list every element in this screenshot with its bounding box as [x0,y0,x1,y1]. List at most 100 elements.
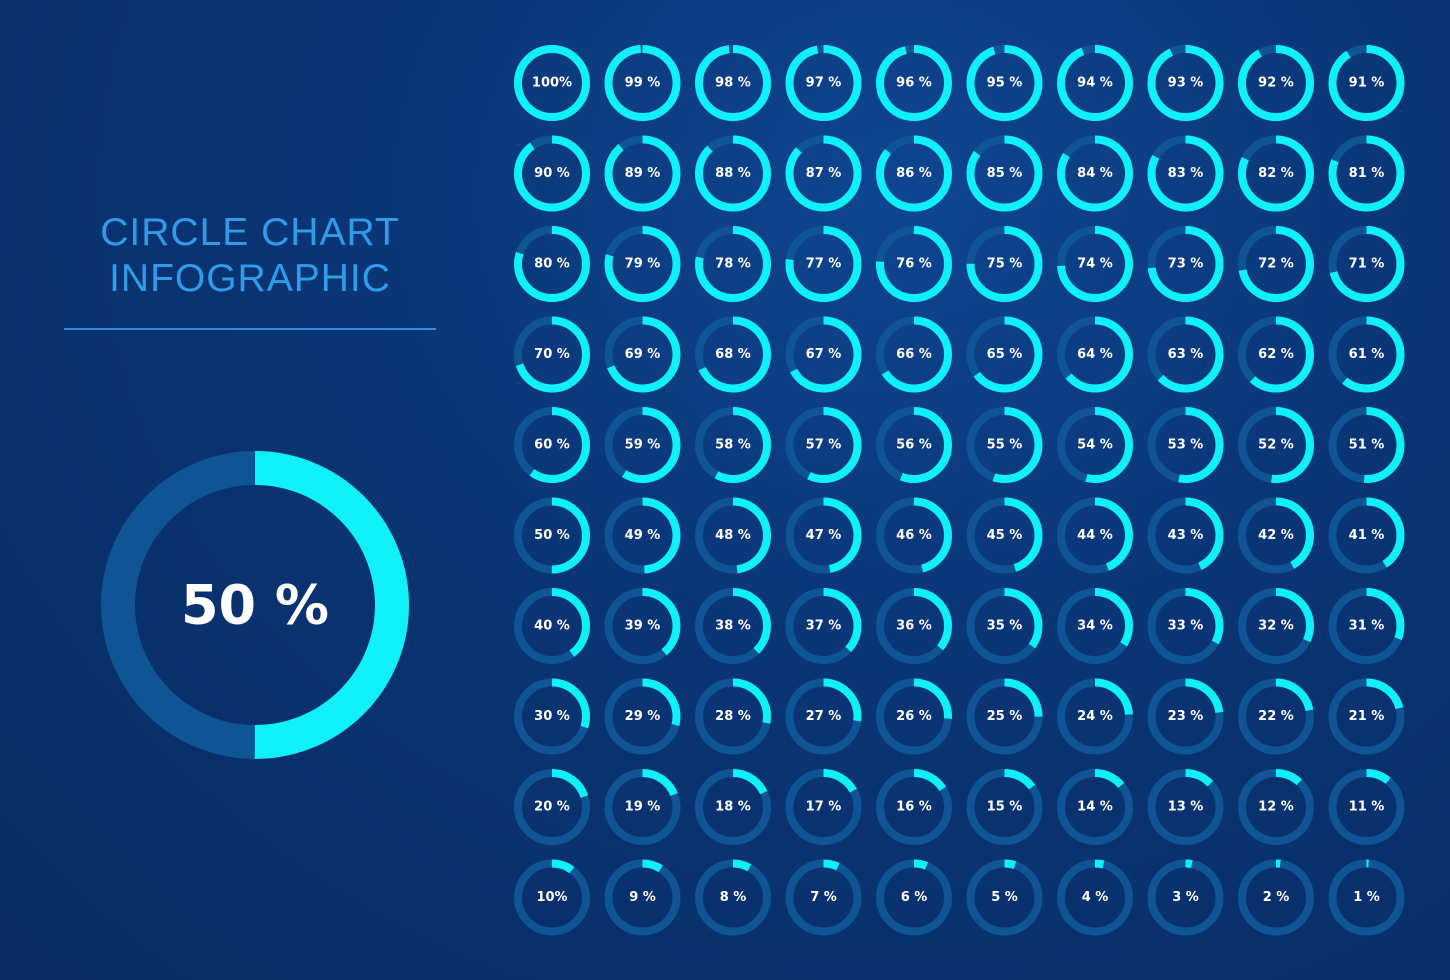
grid-18-donut: 18 % [695,769,771,845]
grid-80-label: 80 % [534,257,570,272]
grid-84-donut: 84 % [1057,135,1133,212]
grid-63-donut: 63 % [1147,316,1224,393]
grid-90-donut: 90 % [514,135,590,212]
grid-6-label: 6 % [901,890,928,905]
grid-38-label: 38 % [715,619,751,634]
grid-45-donut: 45 % [966,497,1043,574]
grid-52-donut: 52 % [1238,407,1314,483]
grid-21-arc [1328,678,1405,755]
grid-53-label: 53 % [1168,438,1204,453]
grid-100-label: 100% [532,76,572,91]
grid-33-arc [1147,588,1224,664]
grid-49-arc [604,497,681,574]
grid-8-label: 8 % [720,890,747,905]
grid-17-donut: 17 % [785,769,862,845]
grid-75-donut: 75 % [966,226,1043,302]
grid-77-arc [785,226,862,302]
grid-21-label: 21 % [1349,709,1385,724]
grid-47-arc [785,497,862,574]
grid-81-label: 81 % [1349,166,1385,181]
grid-91-donut: 91 % [1328,45,1405,121]
grid-66-arc [876,316,952,393]
grid-39-arc [604,588,681,664]
grid-56-donut: 56 % [876,407,952,483]
grid-86-donut: 86 % [876,135,952,212]
grid-8-donut: 8 % [695,859,771,936]
grid-91-label: 91 % [1349,76,1385,91]
grid-71-label: 71 % [1349,257,1385,272]
grid-84-label: 84 % [1077,166,1113,181]
grid-86-label: 86 % [896,166,932,181]
grid-57-arc [785,407,862,483]
grid-69-donut: 69 % [604,316,681,393]
grid-28-donut: 28 % [695,678,771,755]
grid-57-label: 57 % [806,438,842,453]
grid-20-label: 20 % [534,800,570,815]
grid-71-arc [1328,226,1405,302]
grid-30-label: 30 % [534,709,570,724]
grid-63-arc [1147,316,1224,393]
grid-55-donut: 55 % [966,407,1043,483]
grid-85-donut: 85 % [966,135,1043,212]
grid-65-arc [966,316,1043,393]
grid-65-label: 65 % [987,347,1023,362]
grid-87-donut: 87 % [785,135,862,212]
grid-49-donut: 49 % [604,497,681,574]
grid-22-donut: 22 % [1238,678,1314,755]
grid-76-arc [876,226,952,302]
grid-22-label: 22 % [1258,709,1294,724]
grid-64-arc [1057,316,1133,393]
grid-69-label: 69 % [625,347,661,362]
grid-92-arc [1238,45,1314,121]
grid-5-arc [966,859,1043,936]
grid-13-arc [1147,769,1224,845]
grid-34-label: 34 % [1077,619,1113,634]
grid-54-donut: 54 % [1057,407,1133,483]
grid-39-donut: 39 % [604,588,681,664]
grid-88-donut: 88 % [695,135,771,212]
grid-99-donut: 99 % [604,45,681,121]
grid-17-label: 17 % [806,800,842,815]
grid-90-arc [514,135,590,212]
grid-74-label: 74 % [1077,257,1113,272]
grid-95-label: 95 % [987,76,1023,91]
grid-29-donut: 29 % [604,678,681,755]
grid-30-arc [514,678,590,755]
grid-41-donut: 41 % [1328,497,1405,574]
grid-2-label: 2 % [1263,890,1290,905]
grid-1-arc [1328,859,1405,936]
grid-70-donut: 70 % [514,316,590,393]
grid-85-label: 85 % [987,166,1023,181]
grid-15-arc [966,769,1043,845]
grid-58-label: 58 % [715,438,751,453]
grid-44-label: 44 % [1077,528,1113,543]
grid-100-donut: 100% [514,45,590,121]
grid-52-arc [1238,407,1314,483]
grid-56-arc [876,407,952,483]
grid-38-arc [695,588,771,664]
grid-74-donut: 74 % [1057,226,1133,302]
grid-13-donut: 13 % [1147,769,1224,845]
grid-48-label: 48 % [715,528,751,543]
grid-36-label: 36 % [896,619,932,634]
grid-45-label: 45 % [987,528,1023,543]
grid-13-label: 13 % [1168,800,1204,815]
grid-82-arc [1238,135,1314,212]
grid-17-arc [785,769,862,845]
grid-67-label: 67 % [806,347,842,362]
grid-33-label: 33 % [1168,619,1204,634]
grid-9-donut: 9 % [604,859,681,936]
grid-65-donut: 65 % [966,316,1043,393]
grid-96-label: 96 % [896,76,932,91]
grid-59-arc [604,407,681,483]
grid-80-arc [514,226,590,302]
grid-52-label: 52 % [1258,438,1294,453]
grid-71-donut: 71 % [1328,226,1405,302]
grid-74-arc [1057,226,1133,302]
grid-98-label: 98 % [715,76,751,91]
grid-69-arc [604,316,681,393]
grid-43-arc [1147,497,1224,574]
grid-88-label: 88 % [715,166,751,181]
grid-31-arc [1328,588,1405,664]
grid-51-arc [1328,407,1405,483]
